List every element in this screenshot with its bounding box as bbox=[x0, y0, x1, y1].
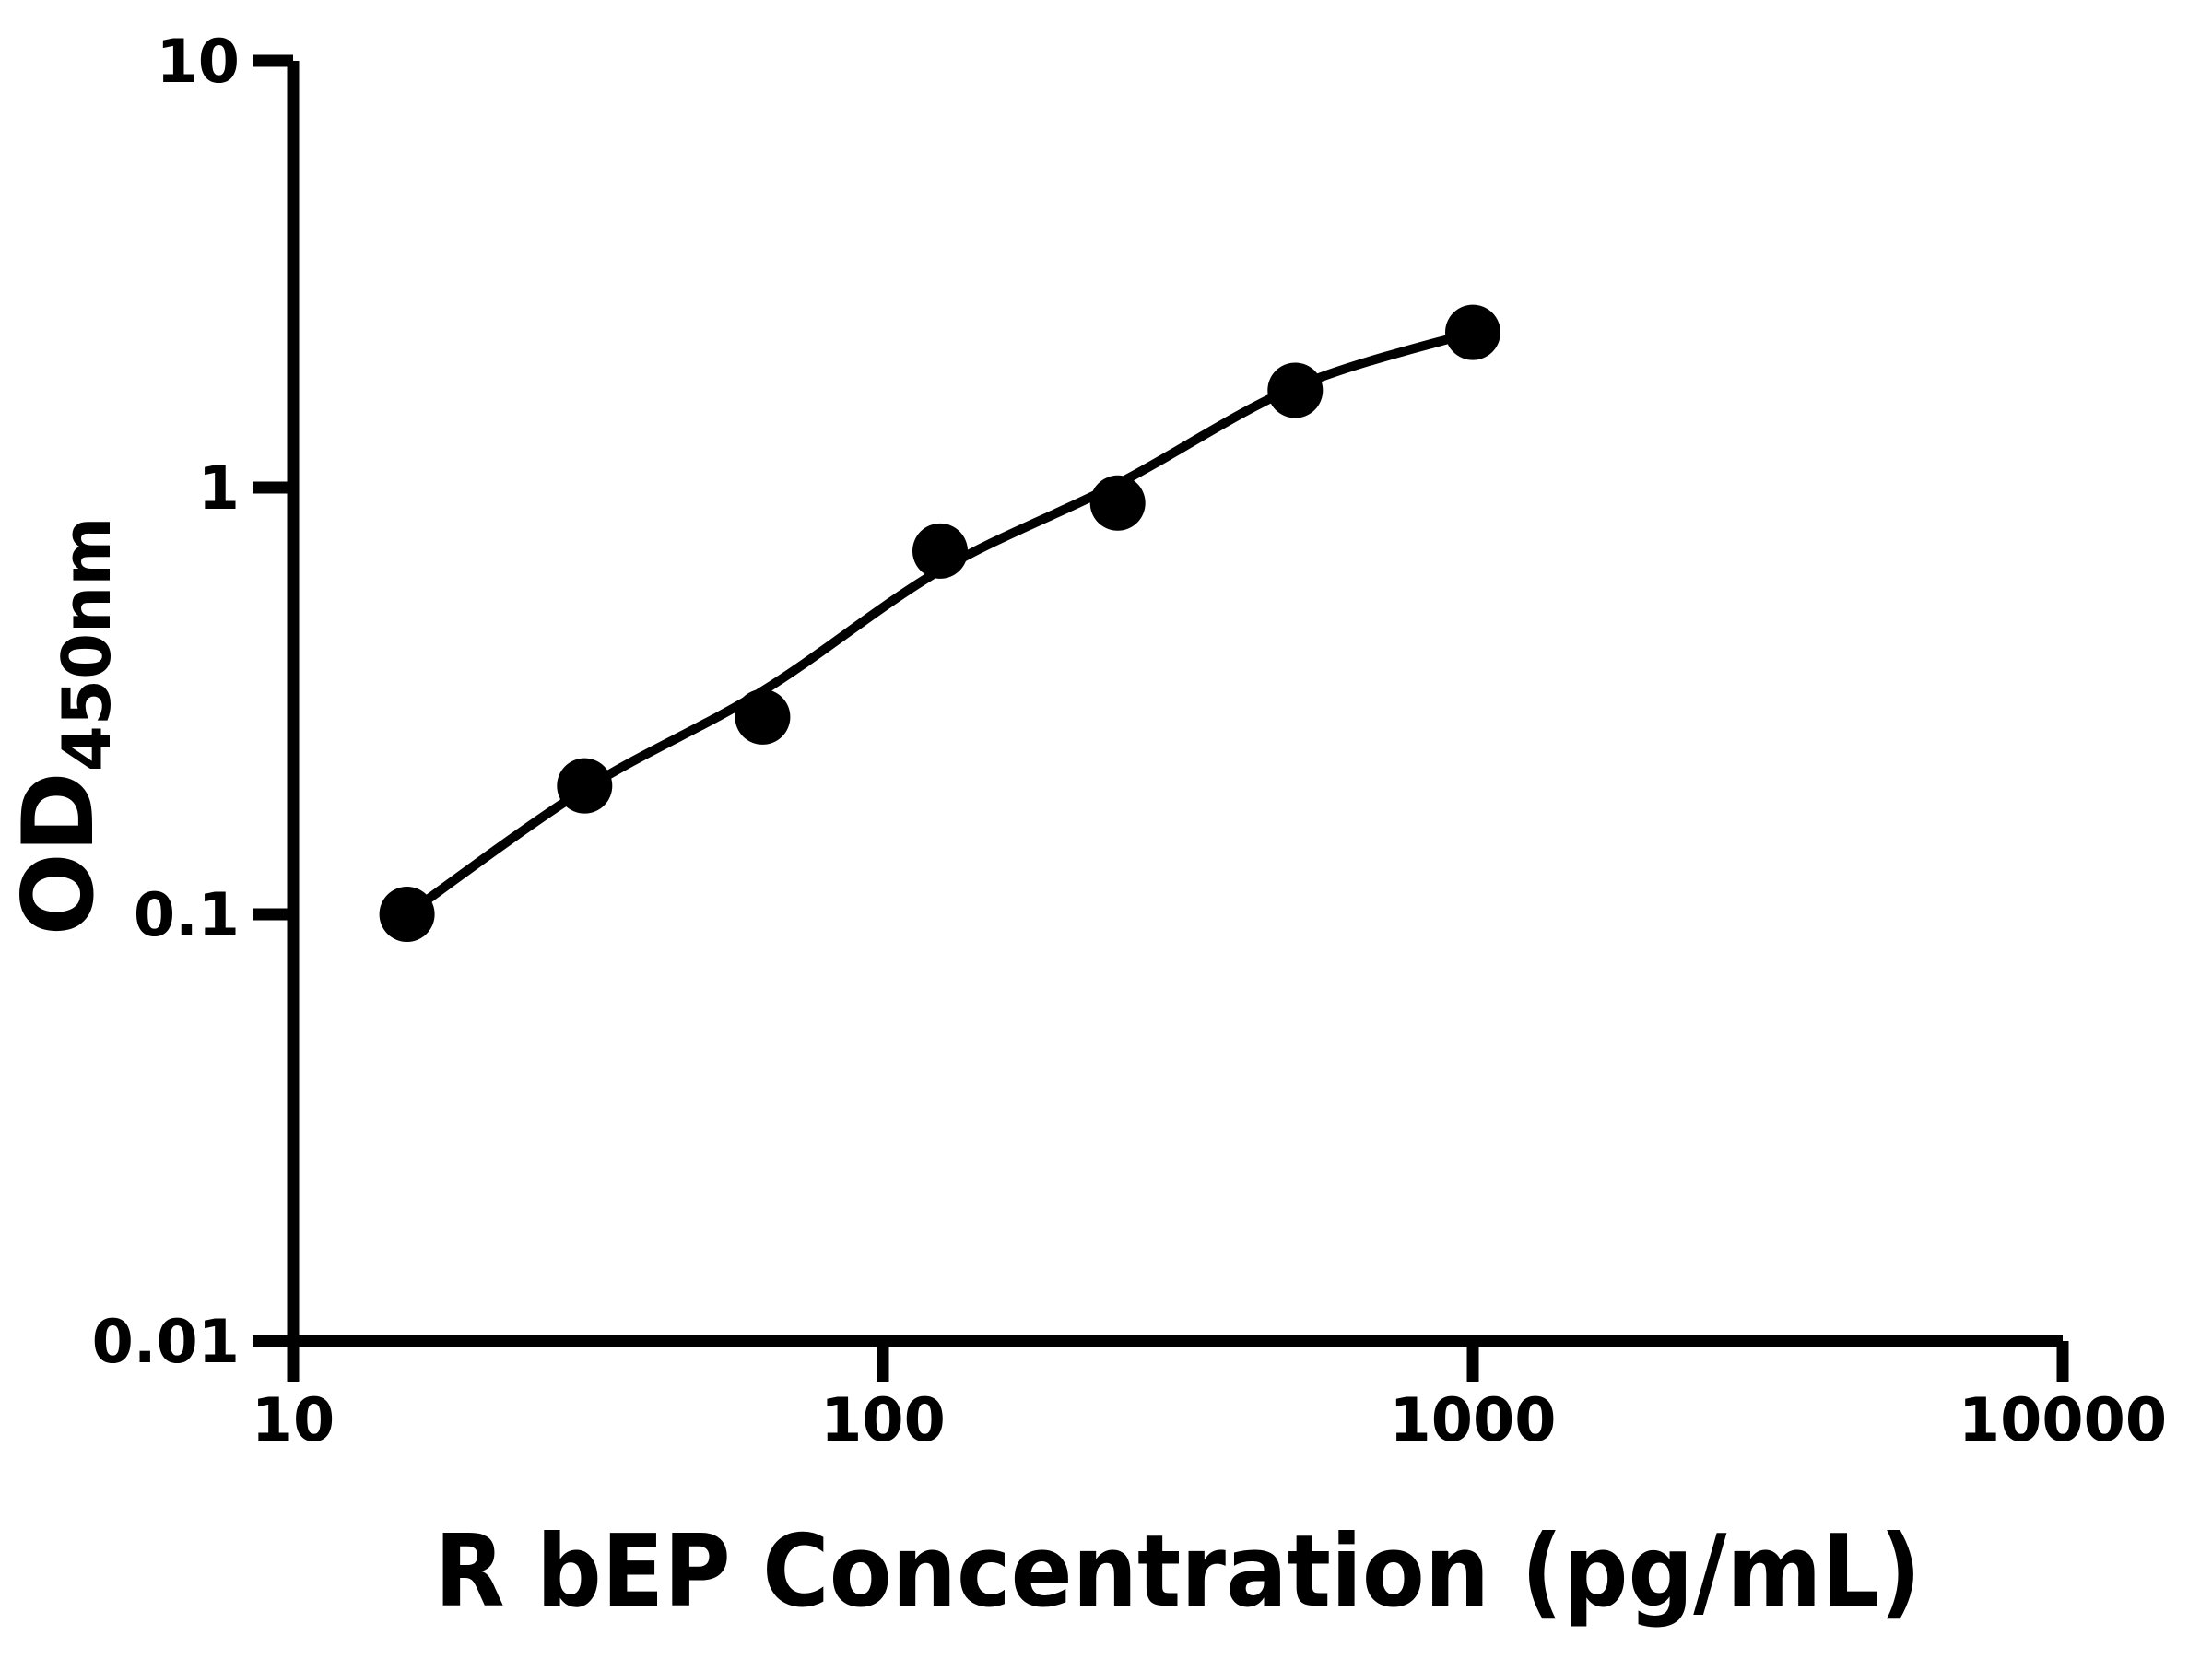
data-point-marker bbox=[735, 688, 791, 745]
x-tick-label: 10000 bbox=[1959, 1386, 2167, 1455]
data-point-marker bbox=[379, 887, 435, 942]
y-axis-title: OD450nm bbox=[2, 517, 125, 936]
y-tick-label: 0.01 bbox=[92, 1308, 240, 1377]
y-axis-title-base: OD bbox=[2, 771, 115, 935]
fit-curve-line bbox=[402, 327, 1477, 919]
axes-line bbox=[287, 61, 2063, 1347]
data-point-marker bbox=[1089, 475, 1146, 531]
data-point-marker bbox=[912, 523, 968, 579]
y-tick-label: 1 bbox=[198, 454, 240, 524]
x-tick-label: 100 bbox=[820, 1386, 946, 1455]
x-axis-title: R bEP Concentration (pg/mL) bbox=[435, 1514, 1922, 1630]
x-tick-label: 1000 bbox=[1390, 1386, 1557, 1455]
data-point-marker bbox=[1267, 362, 1324, 418]
fit-curve-layer bbox=[402, 327, 1477, 919]
data-point-marker bbox=[1445, 304, 1500, 360]
x-tick-label: 10 bbox=[252, 1386, 335, 1455]
y-tick-label: 0.1 bbox=[134, 881, 240, 950]
axes-layer bbox=[287, 61, 2063, 1347]
tick-labels-layer: 0.01 0.1 1 10 10 100 1000 10000 bbox=[92, 28, 2167, 1455]
y-axis-title-subscript: 450nm bbox=[48, 517, 125, 772]
tick-marks-layer bbox=[253, 54, 2069, 1382]
y-tick-label: 10 bbox=[157, 28, 240, 97]
data-point-marker bbox=[557, 758, 613, 814]
data-points-layer bbox=[379, 304, 1500, 942]
